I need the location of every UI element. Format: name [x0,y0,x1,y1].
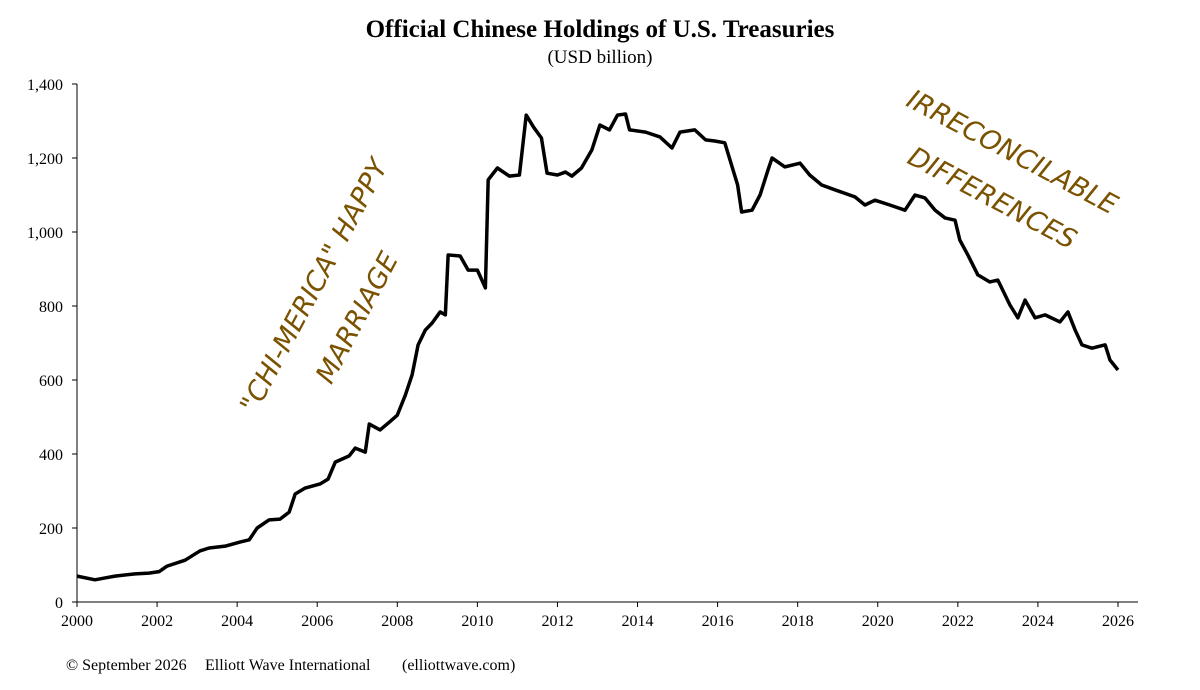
x-tick-label: 2004 [221,613,253,630]
y-tick-label: 600 [39,373,63,390]
x-tick-label: 2010 [461,613,493,630]
x-tick-label: 2022 [942,613,974,630]
y-tick-label: 800 [39,299,63,316]
y-tick-label: 1,000 [27,225,63,242]
x-tick-label: 2008 [381,613,413,630]
footer: © September 2026 [66,657,187,674]
x-tick-label: 2002 [141,613,173,630]
footer: Elliott Wave International [205,657,371,674]
x-tick-label: 2006 [301,613,333,630]
y-tick-label: 200 [39,521,63,538]
line [76,112,1120,582]
x-tick-label: 2020 [862,613,894,630]
x-tick-label: 2018 [782,613,814,630]
chart-title: Official Chinese Holdings of U.S. Treasu… [366,16,835,43]
x-tick-label: 2000 [61,613,93,630]
x-tick-label: 2016 [702,613,734,630]
y-tick-label: 0 [55,595,63,612]
y-tick-label: 400 [39,447,63,464]
chart-subtitle: (USD billion) [547,47,652,68]
x-tick-label: 2012 [541,613,573,630]
x-tick-label: 2026 [1102,613,1134,630]
y-tick-label: 1,200 [27,151,63,168]
footer: (elliottwave.com) [402,657,515,674]
x-tick-label: 2024 [1022,613,1054,630]
x-tick-label: 2014 [622,613,654,630]
y-tick-label: 1,400 [27,77,63,94]
